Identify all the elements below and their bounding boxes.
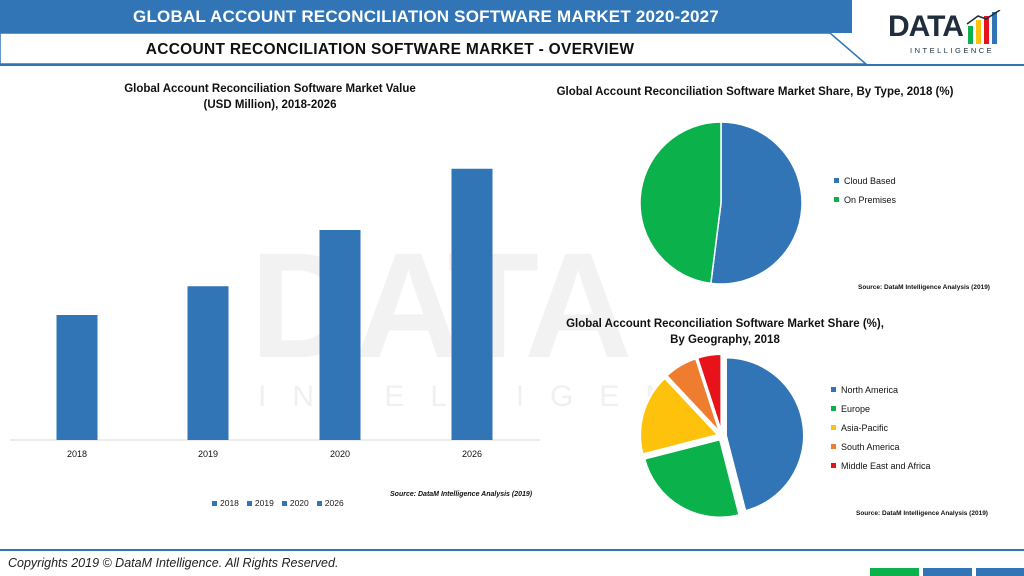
footer-color-block (976, 568, 1024, 576)
type-pie-legend: Cloud Based On Premises (834, 171, 896, 209)
legend-swatch (831, 406, 836, 411)
pie-slice-south-america (665, 357, 721, 434)
bar-2020 (319, 230, 361, 440)
header-divider (0, 64, 1024, 66)
legend-item: Europe (831, 399, 931, 418)
legend-item: Asia-Pacific (831, 418, 931, 437)
footer-copyright: Copyrights 2019 © DataM Intelligence. Al… (8, 556, 339, 570)
legend-item: North America (831, 380, 931, 399)
pie-slice-europe (643, 438, 741, 519)
legend-swatch (212, 500, 217, 506)
legend-label: Europe (841, 403, 871, 414)
legend-swatch (834, 178, 839, 183)
legend-item: On Premises (834, 190, 896, 209)
bar-legend-item: 2018 (212, 498, 239, 508)
legend-label: 2026 (324, 498, 344, 508)
bar-chart-source: Source: DataM Intelligence Analysis (201… (390, 491, 533, 498)
pie-slice-north-america (724, 356, 805, 513)
logo-word: DATA (888, 10, 964, 43)
legend-label: Asia-Pacific (841, 422, 889, 433)
legend-label: On Premises (844, 194, 897, 205)
legend-swatch (834, 197, 839, 202)
legend-label: Middle East and Africa (841, 460, 931, 471)
bar-legend-item: 2020 (281, 498, 309, 508)
x-tick-label: 2018 (67, 449, 87, 459)
type-pie-title: Global Account Reconciliation Software M… (556, 86, 954, 98)
legend-swatch (831, 425, 836, 430)
legend-label: 2020 (289, 498, 309, 508)
footer-color-block (923, 568, 972, 576)
pie-slice-on-premises (639, 121, 722, 285)
bar-chart-title-line1: Global Account Reconciliation Software M… (124, 83, 416, 95)
bar-chart-title-line2: (USD Million), 2018-2026 (203, 99, 337, 111)
legend-label: South America (841, 441, 900, 452)
legend-swatch (281, 500, 287, 506)
legend-label: Cloud Based (844, 175, 896, 186)
bar-legend-item: 2026 (316, 498, 344, 508)
geography-pie-title-line1: Global Account Reconciliation Software M… (566, 318, 884, 330)
header-banner: GLOBAL ACCOUNT RECONCILIATION SOFTWARE M… (0, 0, 852, 33)
geography-pie-title: Global Account Reconciliation Software M… (560, 316, 890, 348)
type-pie-source: Source: DataM Intelligence Analysis (201… (858, 284, 990, 291)
bar-legend-item: 2019 (246, 498, 274, 508)
legend-label: 2018 (220, 498, 239, 508)
geography-pie-legend: North America Europe Asia-Pacific South Ame… (831, 380, 931, 475)
geography-pie-source: Source: DataM Intelligence Analysis (201… (856, 510, 988, 517)
legend-swatch (831, 463, 836, 468)
pie-slice-asia-pacific (639, 376, 721, 456)
bar-chart: 2018 2019 2020 2026 (10, 168, 540, 459)
legend-item: Cloud Based (834, 171, 896, 190)
footer-color-block (870, 568, 919, 576)
datam-logo: DATA INTELLIGENCE (880, 4, 1020, 60)
legend-label: North America (841, 384, 899, 395)
bar-2018 (56, 315, 98, 440)
geography-pie-title-line2: By Geography, 2018 (670, 334, 780, 346)
x-tick-label: 2020 (330, 449, 350, 459)
legend-label: 2019 (254, 498, 274, 508)
legend-swatch (316, 500, 322, 506)
legend-swatch (831, 387, 836, 392)
page-subtitle: ACCOUNT RECONCILIATION SOFTWARE MARKET -… (145, 41, 635, 58)
footer-color-blocks (866, 568, 1024, 576)
footer-divider (0, 549, 1024, 551)
legend-item: Middle East and Africa (831, 456, 931, 475)
bar-2026 (451, 168, 493, 440)
x-tick-label: 2019 (198, 449, 218, 459)
legend-swatch (831, 444, 836, 449)
pie-slice-middle-east-and-africa (696, 353, 723, 433)
bar-chart-legend: 2018 2019 2020 2026 (212, 498, 352, 508)
pie-slice-cloud-based (710, 121, 803, 285)
logo-bars-icon (966, 10, 1001, 44)
legend-swatch (246, 500, 252, 506)
page-title: GLOBAL ACCOUNT RECONCILIATION SOFTWARE M… (133, 7, 719, 26)
bar-2019 (187, 286, 229, 440)
x-tick-label: 2026 (462, 449, 482, 459)
legend-item: South America (831, 437, 931, 456)
bar-chart-title: Global Account Reconciliation Software M… (120, 81, 420, 113)
logo-subtitle: INTELLIGENCE (910, 46, 995, 55)
